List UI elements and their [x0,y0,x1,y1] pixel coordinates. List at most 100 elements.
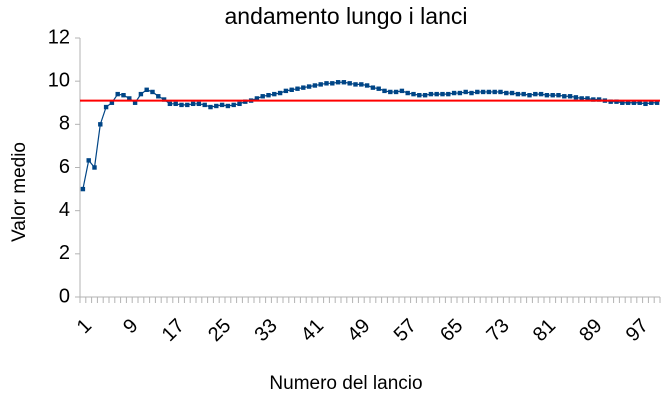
data-point [399,88,405,94]
data-point [359,82,364,87]
data-point [127,96,132,101]
data-point [231,102,236,108]
data-point [428,91,434,97]
data-point [527,92,532,98]
y-tick-label: 6 [59,156,70,178]
data-point [312,83,318,88]
data-point [405,90,410,96]
chart-title: andamento lungo i lanci [225,3,468,29]
data-point [556,92,561,98]
data-point [585,96,590,101]
data-point [214,103,219,109]
y-tick-label: 4 [59,199,70,221]
data-point [643,101,648,107]
data-point [486,89,492,95]
data-point [138,91,144,97]
data-point [411,91,416,97]
data-point [330,81,335,86]
data-point [579,96,584,101]
data-point [266,92,271,98]
data-point [260,94,265,99]
data-point [608,99,613,104]
data-point [631,100,637,105]
data-point [295,86,300,91]
data-point [376,86,381,91]
data-point [451,90,457,96]
y-axis-label: Valor medio [9,142,30,242]
data-point [202,102,207,108]
data-point [237,101,242,107]
data-point [243,99,248,104]
data-point [277,90,283,96]
data-point [272,91,277,97]
data-point [521,91,526,97]
data-point [324,81,329,86]
data-point [370,85,376,90]
data-point [492,89,497,95]
data-point [544,92,550,98]
data-point [103,104,109,110]
data-point [515,91,521,97]
data-point [80,186,86,192]
data-point [446,91,451,97]
data-point [347,81,352,86]
data-point [620,100,625,105]
data-point [254,96,260,101]
y-tick-label: 12 [48,26,70,48]
data-point [190,101,196,107]
data-point [225,103,231,109]
data-point [625,100,631,105]
data-point [98,122,103,127]
data-point [457,90,463,96]
data-point [469,90,474,96]
data-point [121,92,126,98]
data-point [422,92,428,98]
data-point [382,88,387,94]
data-point [498,89,503,95]
data-point [318,82,323,87]
y-tick-label: 8 [59,113,70,135]
data-point [649,100,654,105]
data-point [144,87,149,92]
data-point [573,95,579,100]
data-point [434,91,439,97]
data-point [115,91,120,97]
data-point [208,104,213,110]
data-point [92,165,97,170]
data-point [504,90,509,96]
data-point [637,100,642,105]
data-point [289,87,294,92]
data-point [109,100,115,105]
data-point [173,101,178,107]
data-point [591,97,596,102]
data-point [301,85,306,90]
data-point [341,80,347,85]
data-point [306,84,312,89]
data-point [614,99,619,104]
data-point [480,89,486,95]
data-point [86,158,91,163]
data-point [196,101,202,107]
data-point [509,90,515,96]
y-tick-label: 10 [48,69,70,91]
data-point [596,97,602,102]
data-point [475,89,480,95]
data-point [388,89,393,95]
data-point [533,91,538,97]
data-point [417,92,422,98]
data-point [335,80,341,85]
data-point [463,89,468,95]
data-point [185,102,190,108]
y-tick-label: 0 [59,285,70,307]
data-point [440,91,445,97]
data-point [283,88,289,94]
data-point [562,94,567,99]
data-point [150,89,155,95]
data-point [538,91,544,97]
data-point [167,101,173,107]
data-point [393,89,399,95]
series-line [82,81,658,190]
data-point [364,83,370,88]
